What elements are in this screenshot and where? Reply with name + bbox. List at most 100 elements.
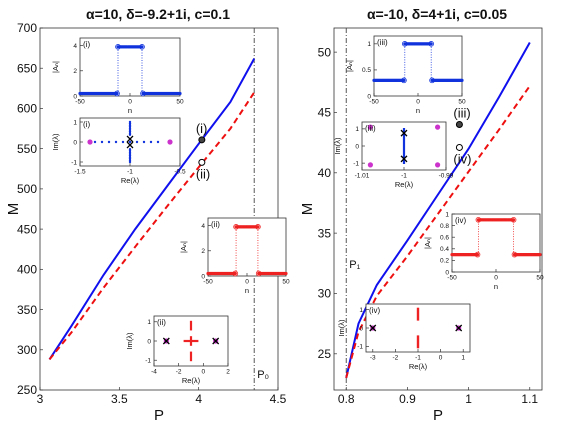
right-xtick-label: 0.8 <box>338 392 355 406</box>
inset-ii-profile-ytick-label: 0 <box>201 273 205 280</box>
left-ytick-label: 250 <box>17 383 37 397</box>
inset-iii-profile-xtick-label: -50 <box>369 99 379 106</box>
inset-i-profile-ytick-label: 2 <box>73 68 77 75</box>
inset-ii-profile-ytick-label: 4 <box>201 223 205 230</box>
inset-iii-profile-tag: (iii) <box>377 38 388 47</box>
inset-ii-spectrum-ytick-label: -1 <box>145 358 151 365</box>
left-xtick-label: 4 <box>195 392 202 406</box>
inset-iv-profile-xtick-label: 0 <box>494 275 498 282</box>
inset-iii-profile-edge-point <box>429 77 435 84</box>
left-xtick-label: 3.5 <box>111 392 128 406</box>
left-ytick-label: 600 <box>17 102 37 116</box>
inset-iii-spectrum-ytick-label: -1 <box>353 160 359 167</box>
inset-i-spectrum-xtick-label: -0.5 <box>174 169 186 176</box>
inset-iv-profile-ytick-label: 0.2 <box>440 258 449 265</box>
inset-iii-spectrum-ytick-label: 1 <box>355 126 359 133</box>
inset-iv-profile-ytick-label: 1 <box>445 211 449 218</box>
inset-iv-spectrum-xtick-label: -3 <box>370 355 376 362</box>
inset-i-profile-tag: (i) <box>83 40 90 49</box>
inset-i-spectrum-spectrum-point <box>107 140 111 144</box>
inset-iii-profile-frame <box>373 35 463 97</box>
right-ylabel: M <box>299 203 316 216</box>
inset-ii-profile-ylabel: |Aₙ| <box>179 241 188 253</box>
inset-ii-spectrum-xtick-label: 0 <box>202 369 206 376</box>
inset-ii-profile-edge-point <box>232 270 239 277</box>
inset-i-spectrum-spectrum-point <box>135 140 139 144</box>
inset-iii-spectrum-xtick-label: -0.99 <box>439 173 454 180</box>
inset-iv-spectrum-xtick-label: -2 <box>393 355 399 362</box>
inset-i-spectrum-cross-marker <box>126 135 134 143</box>
inset-iv-profile-ytick-label: 0.6 <box>440 234 449 241</box>
inset-iv-profile-edge-point <box>510 217 517 223</box>
inset-ii-spectrum-cross-marker <box>162 337 170 345</box>
right-xlabel: P <box>433 407 443 424</box>
right-ytick-label: 25 <box>318 347 332 361</box>
inset-i-spectrum-spectrum-point <box>142 140 146 144</box>
inset-i-spectrum-eigenvalue-point <box>167 139 173 145</box>
inset-ii-profile-xlabel: n <box>245 286 249 295</box>
right-title: α=-10, δ=4+1i, c=0.05 <box>367 6 507 22</box>
left-vline-label: P₀ <box>257 369 269 381</box>
inset-i-spectrum-spectrum-point <box>128 120 132 124</box>
right-point-marker <box>455 121 463 129</box>
left-ytick-label: 500 <box>17 182 37 196</box>
inset-ii-profile-edge-point <box>233 224 239 230</box>
inset-iv-spectrum-xtick-label: -1 <box>415 355 421 362</box>
inset-iv-profile-xtick-label: -50 <box>447 275 457 282</box>
inset-ii-spectrum-xtick-label: -4 <box>151 369 157 376</box>
inset-iv-spectrum-xlabel: Re(λ) <box>409 362 428 371</box>
inset-i-spectrum-ylabel: Im(λ) <box>51 133 60 151</box>
inset-i-profile-xtick-label: 0 <box>128 99 132 106</box>
inset-i-spectrum-spectrum-point <box>93 140 97 144</box>
inset-iii-profile-ytick-label: 1 <box>367 41 371 48</box>
inset-ii-profile-edge-point <box>255 224 261 230</box>
inset-i-spectrum-ytick-label: 0 <box>73 139 77 146</box>
inset-iii-spectrum-eigenvalue-point <box>367 162 373 168</box>
inset-iv-profile-xlabel: n <box>494 282 498 291</box>
inset-iv-profile-ylabel: |Aₙ| <box>423 237 432 249</box>
inset-ii-spectrum-cross-marker <box>212 337 220 345</box>
inset-iii-spectrum-xlabel: Re(λ) <box>395 180 414 189</box>
inset-iv-spectrum-cross-marker <box>369 324 377 332</box>
inset-ii-spectrum-tag: (ii) <box>157 318 166 327</box>
inset-iv-spectrum-ytick-label: 0 <box>359 325 363 332</box>
inset-ii-profile-ytick-label: 2 <box>201 248 205 255</box>
left-xtick-label: 3 <box>37 392 44 406</box>
inset-iv-profile-ytick-label: 0 <box>445 269 449 276</box>
inset-i-profile-ylabel: |Aₙ| <box>51 61 60 73</box>
inset-iv-spectrum-xtick-label: 1 <box>461 355 465 362</box>
inset-ii-profile-point <box>284 271 288 276</box>
left-point-label: (i) <box>196 121 208 136</box>
inset-i-spectrum-xtick-label: -1.5 <box>74 169 86 176</box>
right-xtick-label: 1.1 <box>521 392 538 406</box>
inset-iii-profile-xlabel: n <box>416 106 420 115</box>
inset-iv-spectrum-chart: -3 -2 -1 0 1 -1 0 1 Re(λ) Im(λ) (iv) <box>337 303 471 371</box>
inset-ii-profile-tag: (ii) <box>211 220 220 229</box>
left-ytick-label: 450 <box>17 222 37 236</box>
left-ylabel: M <box>5 203 22 216</box>
inset-i-spectrum-spectrum-point <box>149 140 153 144</box>
inset-iv-spectrum-ytick-label: 1 <box>359 307 363 314</box>
inset-i-spectrum-spectrum-point <box>128 140 132 144</box>
inset-i-profile-edge-point <box>140 90 146 97</box>
inset-ii-profile-point <box>233 271 237 276</box>
left-dashed-series-line <box>48 91 256 361</box>
inset-iv-profile-ytick-label: 0.4 <box>440 246 449 253</box>
inset-iv-spectrum-cross-marker <box>455 324 463 332</box>
inset-i-spectrum-spectrum-point <box>156 140 160 144</box>
inset-ii-spectrum-ytick-label: 0 <box>147 338 151 345</box>
left-ytick-label: 350 <box>17 303 37 317</box>
inset-iii-spectrum-ytick-label: 0 <box>355 143 359 150</box>
inset-i-spectrum-spectrum-point <box>114 140 118 144</box>
inset-i-profile-ytick-label: 4 <box>73 43 77 50</box>
inset-iii-profile-edge-point <box>401 77 407 84</box>
inset-i-spectrum-spectrum-point <box>100 140 104 144</box>
inset-iii-profile-point <box>460 78 464 82</box>
inset-iii-spectrum-eigenvalue-point <box>367 124 373 130</box>
right-xtick-label: 0.9 <box>399 392 416 406</box>
right-ytick-label: 50 <box>318 45 332 59</box>
left-point-label: (ii) <box>196 166 210 181</box>
inset-iv-profile-tag: (iv) <box>455 216 466 225</box>
